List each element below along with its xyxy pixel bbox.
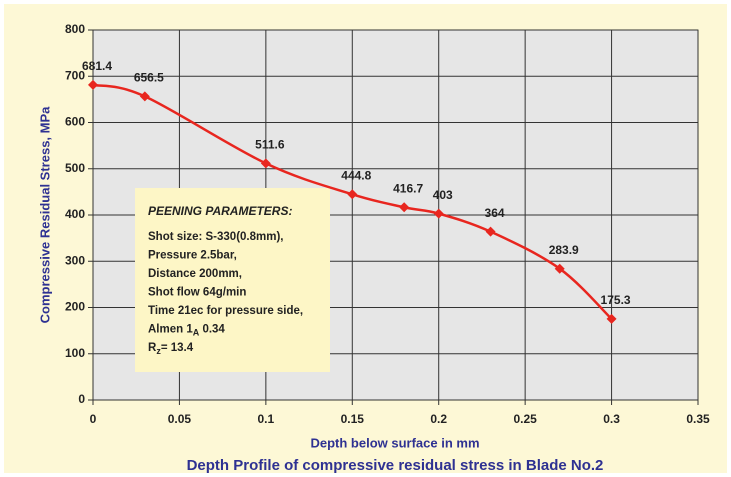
x-axis-label: Depth below surface in mm xyxy=(310,435,479,450)
annotation-text: Time 21ec for pressure side, xyxy=(148,305,303,317)
y-tick-label: 400 xyxy=(65,207,85,221)
data-label: 416.7 xyxy=(393,181,423,195)
x-tick-label: 0.05 xyxy=(168,412,192,426)
annotation-line: Shot size: S-330(0.8mm), xyxy=(148,231,283,243)
annotation-heading: PEENING PARAMETERS: xyxy=(148,204,292,218)
x-tick-label: 0.25 xyxy=(513,412,537,426)
annotation-line: Almen 1A 0.34 xyxy=(148,324,225,338)
annotation-text: Distance 200mm, xyxy=(148,268,242,280)
y-tick-label: 300 xyxy=(65,253,85,267)
annotation-box xyxy=(135,188,330,372)
data-label: 283.9 xyxy=(549,243,579,257)
subscript: z xyxy=(156,346,161,356)
annotation-line: Shot flow 64g/min xyxy=(148,287,246,299)
annotation-text: Pressure 2.5bar, xyxy=(148,250,237,262)
data-label: 511.6 xyxy=(255,138,285,152)
y-tick-label: 600 xyxy=(65,115,85,129)
x-tick-label: 0.3 xyxy=(603,412,620,426)
annotation-text: R xyxy=(148,342,157,354)
annotation-text: Shot size: S-330(0.8mm), xyxy=(148,231,283,243)
series-line xyxy=(92,83,613,320)
data-label: 681.4 xyxy=(82,59,112,73)
annotation-text: Shot flow 64g/min xyxy=(148,287,246,299)
marker xyxy=(260,158,271,169)
y-axis-label: Compressive Residual Stress, MPa xyxy=(37,106,52,324)
annotation-line: Rz= 13.4 xyxy=(148,342,194,356)
y-tick-label: 800 xyxy=(65,22,85,36)
annotation-text: 0.34 xyxy=(199,324,225,336)
subscript: A xyxy=(193,328,200,338)
marker xyxy=(88,79,98,90)
marker xyxy=(139,91,150,102)
marker xyxy=(347,189,358,200)
annotation-text: Almen 1 xyxy=(148,324,193,336)
x-tick-label: 0.35 xyxy=(686,412,710,426)
y-tick-label: 100 xyxy=(65,346,85,360)
annotation-text: = 13.4 xyxy=(161,342,194,354)
data-label: 364 xyxy=(485,206,505,220)
data-label: 656.5 xyxy=(134,71,164,85)
x-tick-label: 0.15 xyxy=(341,412,365,426)
chart-title: Depth Profile of compressive residual st… xyxy=(187,457,604,474)
annotation-line: Pressure 2.5bar, xyxy=(148,250,237,262)
marker xyxy=(433,208,444,219)
data-label: 403 xyxy=(433,188,453,202)
y-tick-label: 500 xyxy=(65,161,85,175)
x-tick-label: 0 xyxy=(90,412,97,426)
marker xyxy=(399,202,410,213)
y-tick-label: 700 xyxy=(65,68,85,82)
y-tick-label: 200 xyxy=(65,300,85,314)
x-tick-label: 0.2 xyxy=(430,412,447,426)
data-label: 175.3 xyxy=(601,293,631,307)
annotation-line: Distance 200mm, xyxy=(148,268,242,280)
marker xyxy=(554,263,565,274)
x-tick-label: 0.1 xyxy=(258,412,275,426)
marker xyxy=(606,313,617,324)
annotation-line: Time 21ec for pressure side, xyxy=(148,305,303,317)
marker xyxy=(485,226,496,237)
data-label: 444.8 xyxy=(341,168,371,182)
y-tick-label: 0 xyxy=(78,392,85,406)
